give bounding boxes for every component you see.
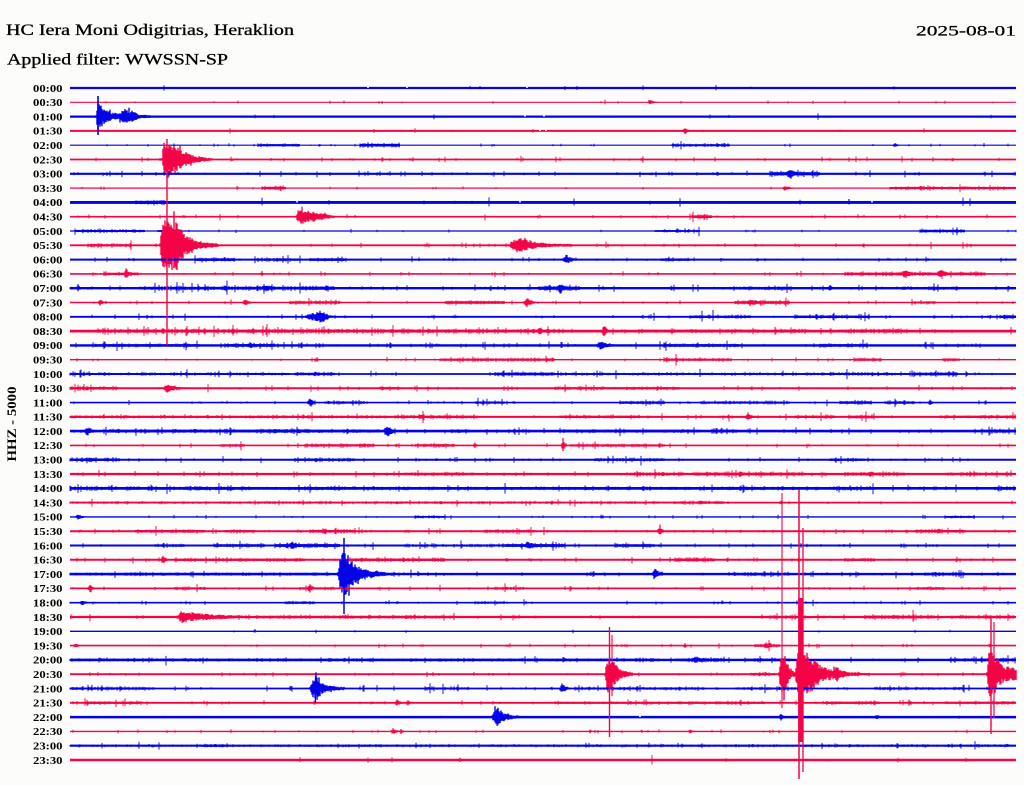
svg-text:18:00: 18:00 <box>33 598 63 610</box>
svg-text:17:00: 17:00 <box>33 569 63 581</box>
svg-text:02:30: 02:30 <box>33 154 63 166</box>
svg-text:HHZ - 5000: HHZ - 5000 <box>5 387 19 462</box>
svg-text:09:30: 09:30 <box>33 355 63 367</box>
svg-text:19:30: 19:30 <box>33 640 63 652</box>
svg-text:07:30: 07:30 <box>33 297 63 309</box>
svg-text:20:30: 20:30 <box>33 669 63 681</box>
svg-text:20:00: 20:00 <box>33 655 63 667</box>
svg-text:07:00: 07:00 <box>33 283 63 295</box>
svg-text:Applied filter: WWSSN-SP: Applied filter: WWSSN-SP <box>7 52 228 69</box>
svg-text:05:30: 05:30 <box>33 240 63 252</box>
svg-text:15:30: 15:30 <box>33 526 63 538</box>
svg-text:14:30: 14:30 <box>33 497 63 509</box>
svg-text:04:00: 04:00 <box>33 197 63 209</box>
svg-text:17:30: 17:30 <box>33 583 63 595</box>
svg-text:03:30: 03:30 <box>33 183 63 195</box>
svg-text:01:30: 01:30 <box>33 126 63 138</box>
svg-text:19:00: 19:00 <box>33 626 63 638</box>
svg-text:15:00: 15:00 <box>33 512 63 524</box>
svg-text:2025-08-01: 2025-08-01 <box>916 24 1016 40</box>
svg-text:02:00: 02:00 <box>33 140 63 152</box>
svg-text:16:00: 16:00 <box>33 540 63 552</box>
svg-text:10:00: 10:00 <box>33 369 63 381</box>
svg-text:06:30: 06:30 <box>33 269 63 281</box>
svg-text:13:30: 13:30 <box>33 469 63 481</box>
svg-text:14:00: 14:00 <box>33 483 63 495</box>
svg-text:12:00: 12:00 <box>33 426 63 438</box>
svg-text:03:00: 03:00 <box>33 169 63 181</box>
svg-text:21:30: 21:30 <box>33 698 63 710</box>
svg-text:08:30: 08:30 <box>33 326 63 338</box>
svg-text:12:30: 12:30 <box>33 440 63 452</box>
svg-text:21:00: 21:00 <box>33 683 63 695</box>
svg-text:16:30: 16:30 <box>33 555 63 567</box>
svg-text:23:00: 23:00 <box>33 741 63 753</box>
svg-text:08:00: 08:00 <box>33 312 63 324</box>
svg-text:00:00: 00:00 <box>33 83 63 95</box>
svg-text:10:30: 10:30 <box>33 383 63 395</box>
svg-text:11:00: 11:00 <box>33 397 63 409</box>
svg-text:06:00: 06:00 <box>33 254 63 266</box>
svg-text:13:00: 13:00 <box>33 455 63 467</box>
svg-text:04:30: 04:30 <box>33 212 63 224</box>
svg-text:00:30: 00:30 <box>33 97 63 109</box>
svg-text:22:30: 22:30 <box>33 726 63 738</box>
svg-text:22:00: 22:00 <box>33 712 63 724</box>
svg-text:HC Iera Moni Odigitrias, Herak: HC Iera Moni Odigitrias, Heraklion <box>6 22 294 39</box>
svg-text:09:00: 09:00 <box>33 340 63 352</box>
svg-text:01:00: 01:00 <box>33 111 63 123</box>
svg-text:05:00: 05:00 <box>33 226 63 238</box>
svg-text:11:30: 11:30 <box>33 412 63 424</box>
svg-text:18:30: 18:30 <box>33 612 63 624</box>
svg-text:23:30: 23:30 <box>33 755 63 767</box>
